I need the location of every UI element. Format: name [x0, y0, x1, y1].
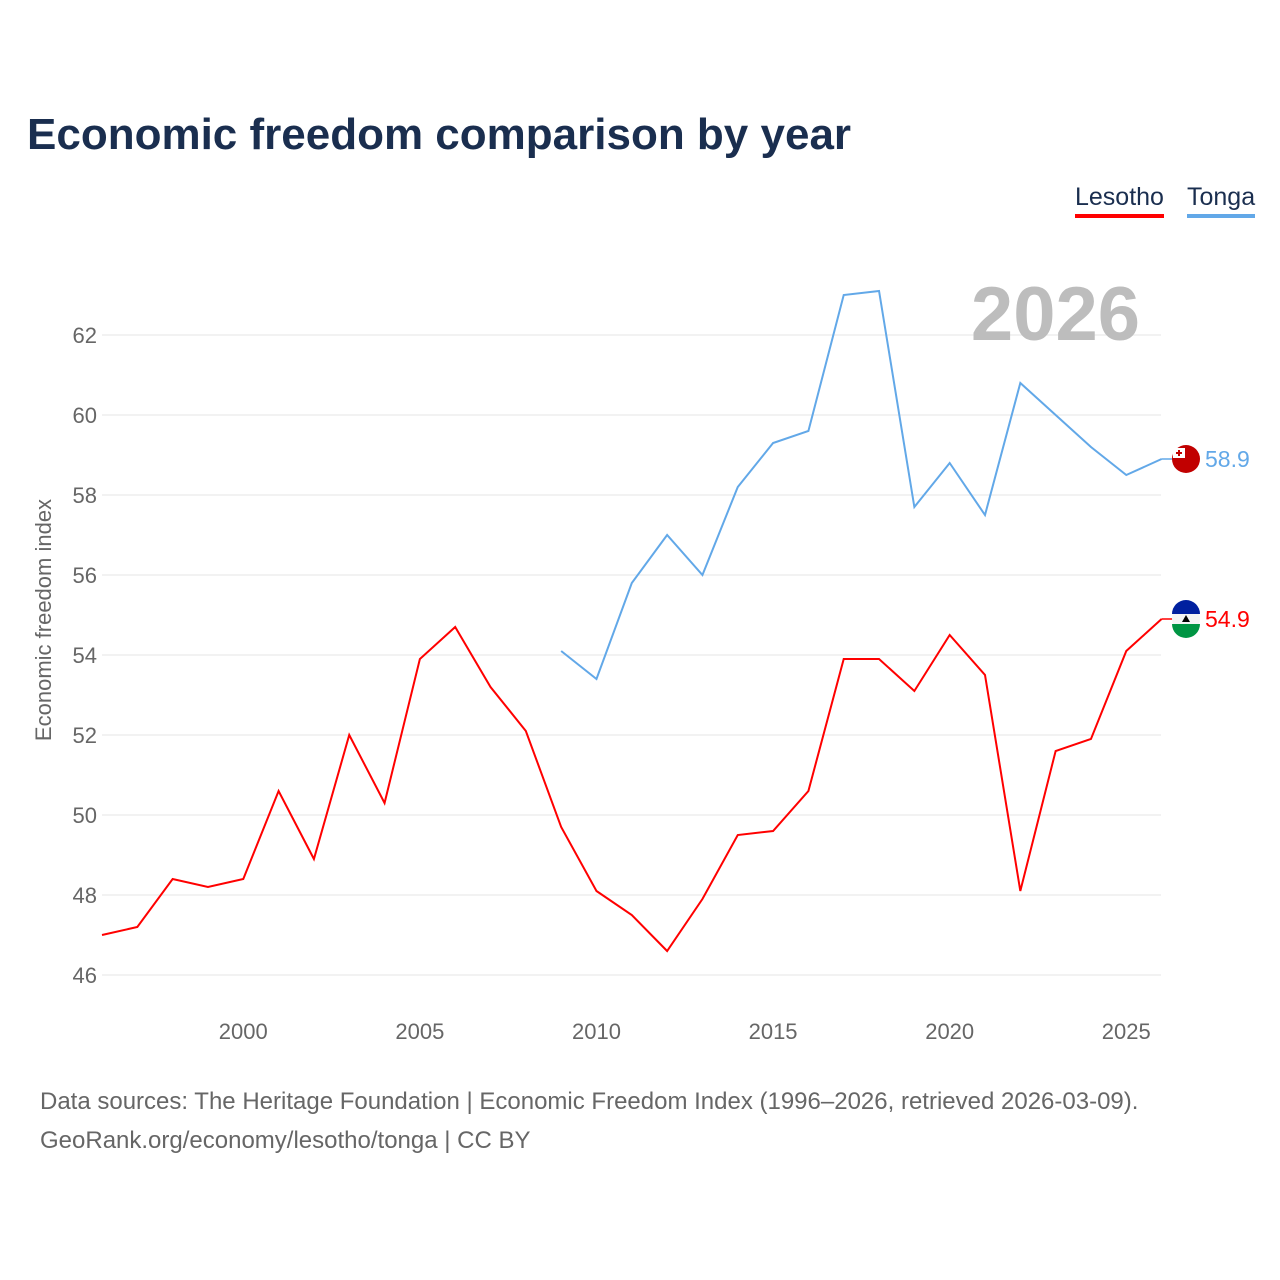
series-line-lesotho	[101, 618, 1163, 953]
y-tick-label: 46	[73, 963, 97, 988]
tonga-flag-icon	[1172, 445, 1200, 473]
year-watermark: 2026	[971, 272, 1140, 357]
y-tick-label: 62	[73, 323, 97, 348]
y-tick-label: 52	[73, 723, 97, 748]
y-tick-label: 56	[73, 563, 97, 588]
end-value-label: 58.9	[1205, 446, 1250, 472]
y-tick-label: 58	[73, 483, 97, 508]
chart-title: Economic freedom comparison by year	[27, 110, 852, 159]
series-line-tonga	[560, 289, 1163, 681]
x-tick-label: 2000	[219, 1019, 268, 1044]
x-tick-label: 2025	[1102, 1019, 1151, 1044]
x-tick-label: 2015	[749, 1019, 798, 1044]
x-tick-label: 2020	[925, 1019, 974, 1044]
y-tick-label: 54	[73, 643, 97, 668]
x-tick-label: 2010	[572, 1019, 621, 1044]
y-tick-label: 48	[73, 883, 97, 908]
y-tick-label: 50	[73, 803, 97, 828]
lesotho-flag-icon	[1172, 600, 1200, 638]
y-axis-label: Economic freedom index	[31, 499, 56, 741]
end-value-label: 54.9	[1205, 606, 1250, 632]
legend-lesotho[interactable]: Lesotho	[1075, 183, 1164, 218]
x-tick-label: 2005	[395, 1019, 444, 1044]
footer-credit: GeoRank.org/economy/lesotho/tonga | CC B…	[40, 1127, 531, 1154]
y-tick-label: 60	[73, 403, 97, 428]
legend-tonga[interactable]: Tonga	[1187, 183, 1256, 218]
footer-sources: Data sources: The Heritage Foundation | …	[40, 1088, 1139, 1115]
